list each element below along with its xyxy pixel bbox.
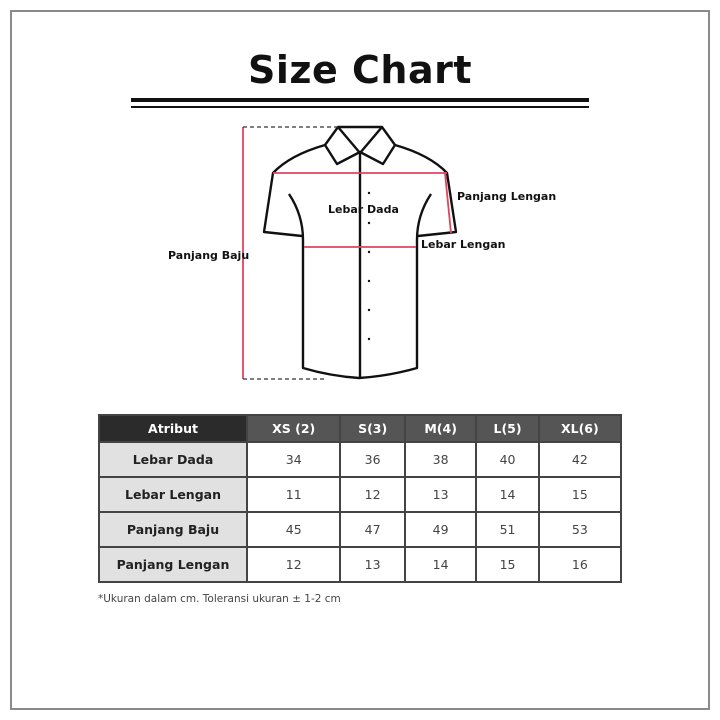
table-header-row: Atribut XS (2) S(3) M(4) L(5) XL(6) [98,414,623,443]
table-cell: 38 [403,441,478,478]
header-size: M(4) [403,414,478,443]
label-lebar-dada: Lebar Dada [328,203,399,216]
footnote: *Ukuran dalam cm. Toleransi ukuran ± 1-2… [98,593,341,605]
sleeve-length-line [444,172,452,234]
table-cell: 15 [537,476,623,513]
table-cell: 14 [403,546,478,583]
row-attribute: Lebar Dada [98,441,248,478]
shirt-buttons [367,191,371,341]
table-cell: 13 [403,476,478,513]
table-cell: 40 [475,441,540,478]
header-size: XL(6) [537,414,623,443]
row-attribute: Panjang Baju [98,511,248,548]
table-cell: 12 [339,476,406,513]
label-panjang-baju: Panjang Baju [168,249,250,262]
image-frame [10,10,710,710]
row-attribute: Panjang Lengan [98,546,248,583]
label-panjang-lengan: Panjang Lengan [457,190,557,203]
table-cell: 16 [537,546,623,583]
table-cell: 12 [245,546,342,583]
table-cell: 14 [475,476,540,513]
table-cell: 47 [339,511,406,548]
table-cell: 15 [475,546,540,583]
title-divider-thin [131,106,589,108]
table-cell: 42 [537,441,623,478]
table-cell: 49 [403,511,478,548]
page-title: Size Chart [247,48,472,92]
table-row: Lebar Dada 34 36 38 40 42 [98,441,623,478]
table-cell: 36 [339,441,406,478]
table-cell: 45 [245,511,342,548]
row-attribute: Lebar Lengan [98,476,248,513]
table-row: Panjang Baju 45 47 49 51 53 [98,511,623,548]
table-cell: 11 [245,476,342,513]
header-size: S(3) [339,414,406,443]
size-table: Atribut XS (2) S(3) M(4) L(5) XL(6) Leba… [98,414,623,583]
table-cell: 34 [245,441,342,478]
guide-lines [243,126,338,380]
table-cell: 53 [537,511,623,548]
header-size: XS (2) [245,414,342,443]
table-cell: 51 [475,511,540,548]
title-divider [131,98,589,102]
table-row: Lebar Lengan 11 12 13 14 15 [98,476,623,513]
label-lebar-lengan: Lebar Lengan [421,238,506,251]
shirt-outline [262,125,458,380]
measure-lines [242,127,452,379]
table-cell: 13 [339,546,406,583]
header-atribut: Atribut [98,414,248,443]
header-size: L(5) [475,414,540,443]
table-row: Panjang Lengan 12 13 14 15 16 [98,546,623,583]
